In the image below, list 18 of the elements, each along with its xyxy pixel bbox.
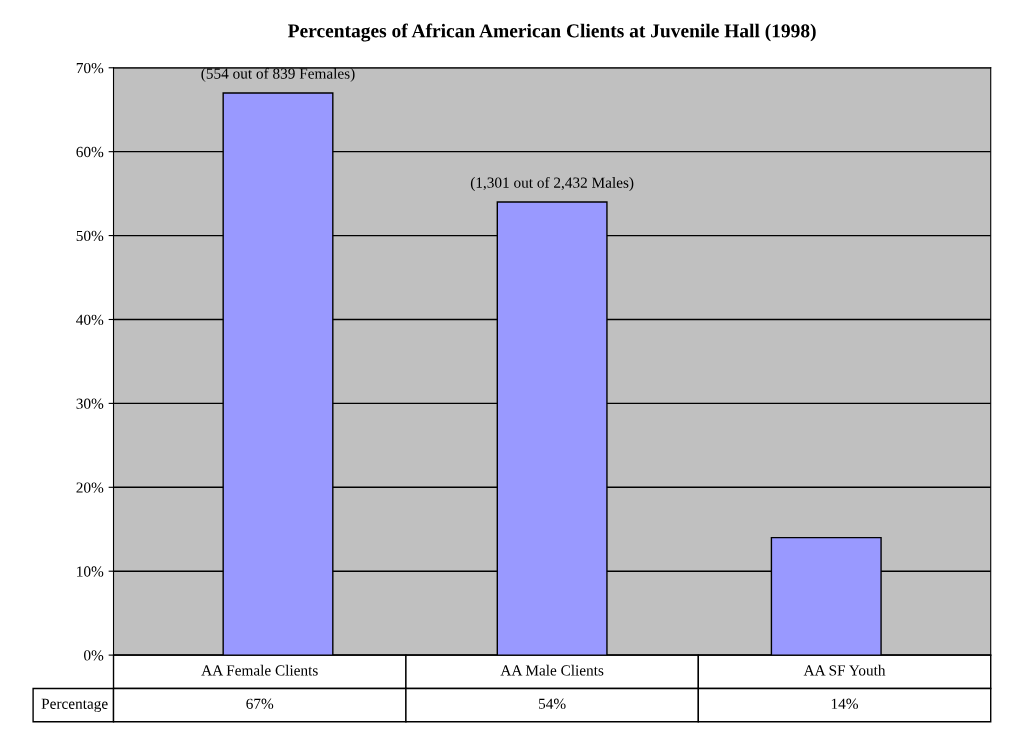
x-tick-label: AA Male Clients	[500, 664, 604, 676]
annotation: (1,301 out of 2,432 Males)	[470, 176, 634, 191]
y-tick-label: 70%	[76, 62, 104, 74]
y-tick-label: 20%	[76, 482, 104, 493]
x-tick-label: AA Female Clients	[201, 664, 318, 676]
y-tick-label: 60%	[76, 146, 104, 158]
y-tick-label: 10%	[77, 566, 104, 577]
y-tick-label: 0%	[84, 650, 104, 661]
annotation: (554 out of 839 Females)	[201, 67, 355, 82]
chart-title: Percentages of African American Clients at Juvenile Hall (1998)	[288, 23, 816, 42]
y-tick-label: 50%	[76, 230, 104, 242]
y-tick-label: 40%	[76, 314, 104, 325]
data-label: 67%	[246, 698, 274, 709]
data-label: 14%	[831, 698, 858, 709]
text: Percentage	[41, 698, 108, 713]
x-tick-label: AA SF Youth	[803, 664, 886, 676]
y-tick-label: 30%	[76, 398, 104, 409]
data-label: 54%	[539, 698, 566, 709]
